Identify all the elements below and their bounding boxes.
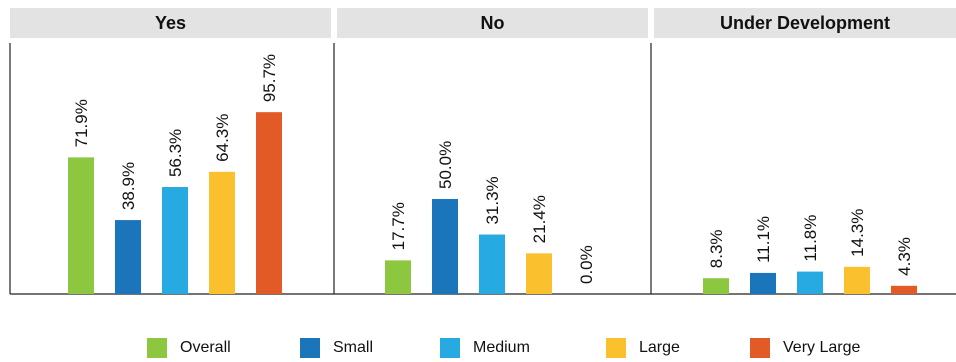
- data-label-yes-overall: 71.9%: [72, 99, 91, 147]
- plot-area: 71.9% 38.9% 56.3% 64.3% 95.7% 17.7% 50.0% 31.3%…: [9, 43, 956, 295]
- panel-title-under-development: Under Development: [654, 8, 956, 38]
- bar-yes-overall: [68, 157, 94, 294]
- bar-under-development-overall: [703, 278, 729, 294]
- data-label-under-development-overall: 8.3%: [707, 229, 726, 268]
- legend-item-large: Large: [606, 334, 680, 362]
- bar-yes-small: [115, 220, 141, 294]
- bar-under-development-large: [844, 266, 870, 294]
- legend-swatch-medium: [440, 338, 460, 358]
- legend-item-small: Small: [300, 334, 373, 362]
- legend-label-medium: Medium: [473, 339, 530, 356]
- legend-swatch-small: [300, 338, 320, 358]
- data-label-no-very-large: 0.0%: [577, 245, 596, 284]
- bar-under-development-very-large: [891, 285, 917, 294]
- bar-under-development-small: [750, 272, 776, 294]
- legend-label-very-large: Very Large: [783, 339, 861, 356]
- data-label-under-development-small: 11.1%: [754, 216, 773, 263]
- bar-under-development-medium: [797, 271, 823, 294]
- legend-label-small: Small: [333, 339, 374, 356]
- data-label-no-overall: 17.7%: [389, 202, 408, 250]
- data-label-yes-very-large: 95.7%: [260, 54, 279, 102]
- legend-item-very-large: Very Large: [750, 334, 860, 362]
- bar-no-small: [432, 199, 458, 294]
- legend-swatch-overall: [147, 338, 167, 358]
- data-label-under-development-very-large: 4.3%: [895, 237, 914, 276]
- legend-swatch-large: [606, 338, 626, 358]
- legend-label-overall: Overall: [180, 339, 231, 356]
- bar-no-medium: [479, 234, 505, 294]
- legend-swatch-very-large: [750, 338, 770, 358]
- legend-item-overall: Overall: [147, 334, 231, 362]
- legend: Overall Small Medium Large Very Large: [0, 334, 956, 362]
- data-label-no-medium: 31.3%: [483, 176, 502, 224]
- data-label-yes-medium: 56.3%: [166, 129, 185, 177]
- data-label-no-small: 50.0%: [436, 141, 455, 189]
- panel-title-no: No: [337, 8, 648, 38]
- data-label-no-large: 21.4%: [530, 195, 549, 243]
- bar-yes-large: [209, 171, 235, 294]
- legend-label-large: Large: [639, 339, 680, 356]
- bar-no-large: [526, 253, 552, 294]
- legend-item-medium: Medium: [440, 334, 530, 362]
- data-label-under-development-large: 14.3%: [848, 209, 867, 257]
- bar-no-overall: [385, 260, 411, 294]
- panel-title-yes: Yes: [10, 8, 331, 38]
- data-label-under-development-medium: 11.8%: [801, 215, 820, 262]
- data-label-yes-small: 38.9%: [119, 162, 138, 210]
- bar-yes-very-large: [256, 112, 282, 294]
- data-label-yes-large: 64.3%: [213, 114, 232, 162]
- bar-yes-medium: [162, 187, 188, 294]
